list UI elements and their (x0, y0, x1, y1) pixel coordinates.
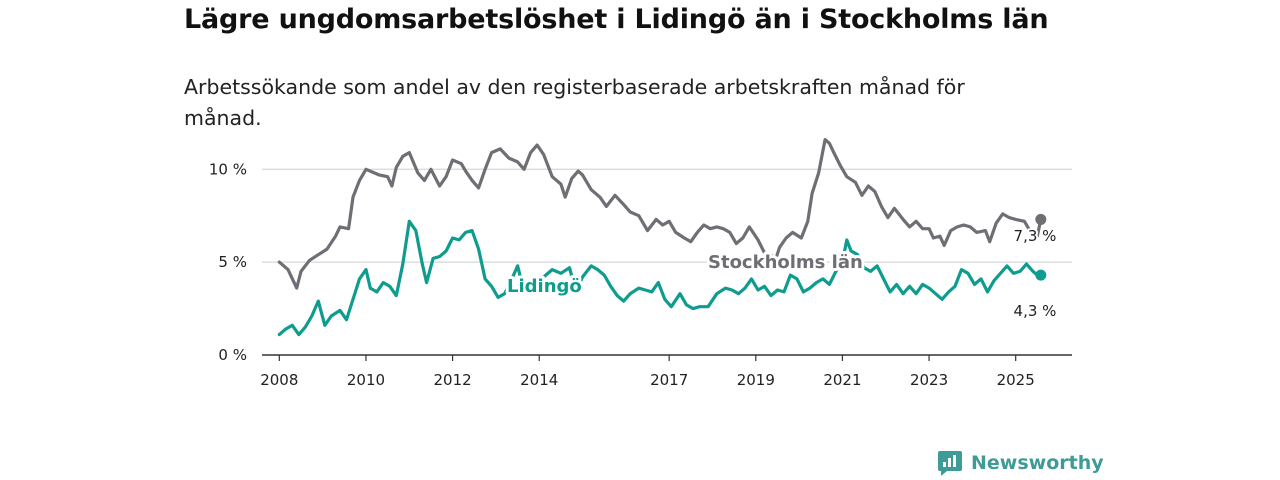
x-tick-label: 2010 (347, 371, 385, 389)
series-lines (277, 138, 1047, 337)
newsworthy-logo-icon (938, 451, 962, 476)
y-axis-ticks: 0 % 5 % 10 % (209, 160, 247, 364)
x-tick-label: 2021 (823, 371, 861, 389)
lidingo-line (277, 219, 1043, 337)
series-labels: Stockholms län Lidingö 7,3 % 4,3 % (504, 225, 1058, 322)
lidingo-label: Lidingö (507, 276, 582, 297)
brand-logo: Newsworthy (937, 448, 1104, 478)
x-tick-label: 2008 (260, 371, 298, 389)
chart-subtitle: Arbetssökande som andel av den registerb… (184, 75, 965, 130)
lidingo-end-point (1035, 269, 1047, 281)
x-tick-label: 2012 (433, 371, 471, 389)
grid-lines (262, 168, 1072, 263)
brand-name: Newsworthy (971, 452, 1104, 474)
y-tick-label: 0 % (218, 346, 247, 364)
stockholms-lan-label: Stockholms län (708, 252, 863, 273)
x-tick-label: 2014 (520, 371, 558, 389)
x-tick-label: 2017 (650, 371, 688, 389)
x-tick-label: 2023 (910, 371, 948, 389)
stockholms-lan-line (277, 138, 1043, 290)
y-tick-label: 10 % (209, 160, 247, 178)
stockholms-lan-end-point (1035, 213, 1047, 225)
chart-title: Lägre ungdomsarbetslöshet i Lidingö än i… (184, 4, 1049, 35)
y-tick-label: 5 % (218, 253, 247, 271)
x-tick-label: 2019 (737, 371, 775, 389)
x-axis-ticks: 2008 2010 2012 2014 2017 2019 2021 2023 2025 (260, 355, 1035, 389)
stockholms-lan-end-label: 7,3 % (1014, 227, 1057, 245)
line-chart: 0 %5 %10 % 2008 2010 2012 2014 2017 2019 2021 2… (209, 138, 1072, 389)
x-tick-label: 2025 (997, 371, 1035, 389)
lidingo-end-label: 4,3 % (1014, 302, 1057, 320)
